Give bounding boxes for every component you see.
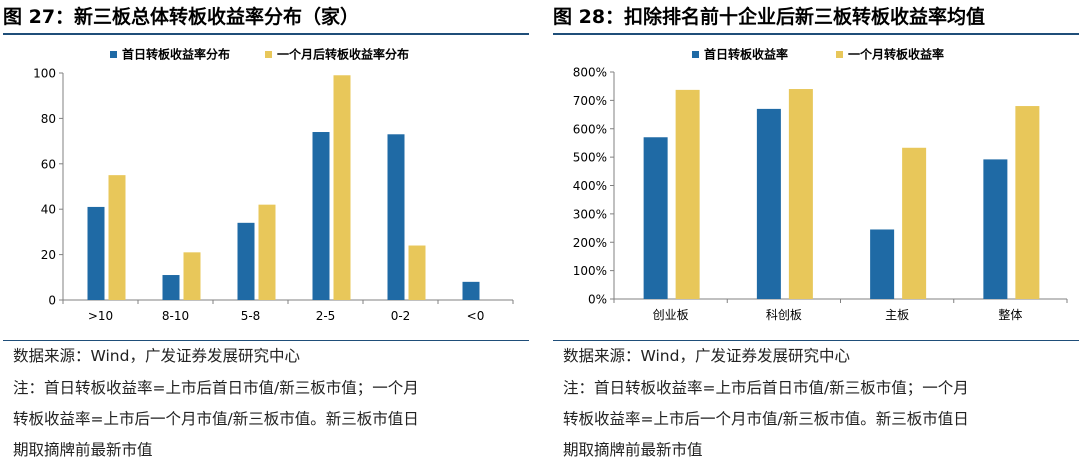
bar [87,206,105,300]
x-tick-label: >10 [88,309,113,323]
bar [756,108,781,299]
chart-bottom-rule [3,340,529,341]
note-line: 转板收益率=上市后一个月市值/新三板市值。新三板市值日 [13,410,419,428]
y-tick-label: 40 [41,203,56,217]
x-tick-label: 主板 [885,308,909,322]
bar [312,132,330,300]
legend-swatch [836,51,843,58]
figure-28-source: 数据来源：Wind，广发证券发展研究中心 [563,347,850,365]
x-tick-label: 科创板 [766,308,802,322]
figure-27-panel: 图 27：新三板总体转板收益率分布（家） 首日转板收益率分布 一个月后转板收益率分… [3,0,529,471]
x-tick-label: 整体 [998,307,1022,322]
figure-27-title: 图 27：新三板总体转板收益率分布（家） [3,6,360,28]
bar [870,229,895,299]
y-tick-label: 0% [588,293,607,307]
y-tick-label: 200% [573,236,607,250]
y-tick-label: 80 [41,112,56,126]
figure-27-chart: 首日转板收益率分布 一个月后转板收益率分布 0 20 40 60 80 100 >10 8-10 5… [33,47,514,323]
legend-swatch [692,51,699,58]
bar [108,175,126,300]
y-tick-label: 100 [33,67,56,81]
figure-27-source: 数据来源：Wind，广发证券发展研究中心 [13,347,300,365]
y-tick-label: 20 [41,248,56,262]
figure-28-panel: 图 28：扣除排名前十企业后新三板转板收益率均值 首日转板收益率 一个月转板收益率… [553,0,1079,471]
legend-label: 首日转板收益率 [704,47,788,62]
bar [333,75,351,300]
title-rule [3,33,529,35]
x-tick-label: 5-8 [241,309,261,323]
bar [237,222,255,300]
bar [675,89,700,299]
figure-28-note: 注：首日转板收益率=上市后首日市值/新三板市值；一个月 转板收益率=上市后一个月… [563,373,1073,466]
y-tick-label: 500% [573,151,607,165]
x-tick-label: 2-5 [316,309,336,323]
y-tick-label: 600% [573,122,607,136]
x-tick-label: <0 [467,309,485,323]
y-tick-label: 400% [573,179,607,193]
x-tick-label: 8-10 [162,309,189,323]
y-tick-label: 60 [41,157,56,171]
y-tick-label: 0 [48,294,56,308]
figure-27-note: 注：首日转板收益率=上市后首日市值/新三板市值；一个月 转板收益率=上市后一个月… [13,373,523,466]
note-line: 注：首日转板收益率=上市后首日市值/新三板市值；一个月 [563,379,969,397]
note-line: 注：首日转板收益率=上市后首日市值/新三板市值；一个月 [13,379,419,397]
bar [643,137,668,299]
note-line: 期取摘牌前最新市值 [563,441,703,459]
note-line: 转板收益率=上市后一个月市值/新三板市值。新三板市值日 [563,410,969,428]
legend-label: 一个月后转板收益率分布 [277,47,409,62]
legend-swatch [110,51,117,58]
bar [1015,106,1040,299]
bar [387,134,405,300]
bar [162,275,180,300]
note-line: 期取摘牌前最新市值 [13,441,153,459]
figure-28-title: 图 28：扣除排名前十企业后新三板转板收益率均值 [553,6,986,28]
y-tick-label: 800% [573,66,607,80]
chart-bottom-rule [553,340,1079,341]
x-tick-label: 创业板 [653,308,689,322]
bar [408,245,426,300]
bar [788,89,813,300]
x-tick-label: 0-2 [391,309,411,323]
bar [983,159,1008,299]
legend-label: 一个月转板收益率 [848,47,944,62]
legend-swatch [265,51,272,58]
y-tick-label: 700% [573,94,607,108]
bar [902,147,927,299]
legend-label: 首日转板收益率分布 [122,47,230,62]
figure-28-chart: 首日转板收益率 一个月转板收益率 0% 100% 200% 300% 400% 500% 600… [573,47,1068,322]
bar [183,252,201,300]
title-rule [553,33,1079,35]
y-tick-label: 300% [573,207,607,221]
bar [258,204,276,300]
bar [462,281,480,300]
y-tick-label: 100% [573,264,607,278]
